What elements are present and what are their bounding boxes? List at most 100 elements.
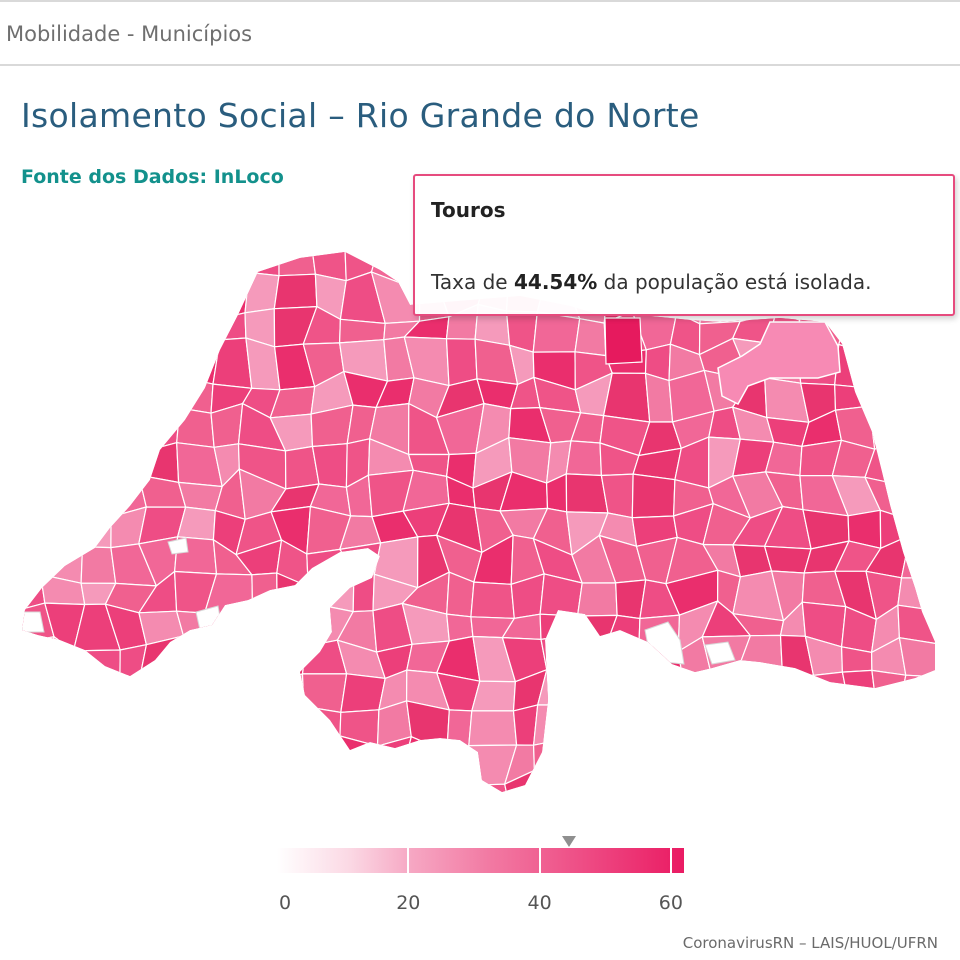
municipality-cell[interactable] bbox=[245, 732, 290, 783]
municipality-cell[interactable] bbox=[834, 773, 884, 810]
municipality-cell[interactable] bbox=[533, 769, 577, 809]
municipality-cell[interactable] bbox=[15, 674, 49, 720]
municipality-cell[interactable] bbox=[568, 702, 614, 739]
municipality-cell[interactable] bbox=[339, 735, 382, 786]
municipality-cell[interactable] bbox=[46, 717, 90, 749]
municipality-cell[interactable] bbox=[85, 680, 121, 720]
municipality-cell[interactable] bbox=[137, 377, 189, 409]
municipality-cell[interactable] bbox=[905, 775, 939, 809]
municipality-cell[interactable] bbox=[610, 702, 648, 744]
municipality-cell[interactable] bbox=[868, 405, 916, 451]
municipality-cell[interactable] bbox=[212, 337, 253, 389]
municipality-cell[interactable] bbox=[37, 468, 90, 517]
municipality-cell[interactable] bbox=[602, 372, 651, 423]
municipality-cell[interactable] bbox=[112, 280, 158, 318]
municipality-cell[interactable] bbox=[46, 305, 77, 356]
municipality-cell[interactable] bbox=[278, 248, 317, 277]
municipality-cell[interactable] bbox=[307, 567, 355, 613]
municipality-cell[interactable] bbox=[539, 613, 579, 641]
breadcrumb[interactable]: Mobilidade - Municípios bbox=[6, 22, 253, 46]
municipality-cell[interactable] bbox=[868, 377, 916, 417]
municipality-cell[interactable] bbox=[768, 718, 808, 751]
municipality-cell[interactable] bbox=[138, 610, 185, 646]
municipality-cell[interactable] bbox=[77, 765, 115, 809]
municipality-cell[interactable] bbox=[645, 742, 685, 768]
municipality-cell[interactable] bbox=[803, 701, 850, 750]
municipality-cell[interactable] bbox=[631, 670, 683, 721]
municipality-cell[interactable] bbox=[471, 680, 517, 712]
municipality-cell[interactable] bbox=[81, 514, 112, 549]
municipality-cell[interactable] bbox=[15, 379, 56, 414]
municipality-cell[interactable] bbox=[105, 447, 158, 476]
municipality-cell[interactable] bbox=[40, 765, 82, 809]
municipality-cell[interactable] bbox=[540, 633, 584, 678]
municipality-cell[interactable] bbox=[272, 765, 323, 809]
municipality-cell[interactable] bbox=[15, 346, 52, 389]
municipality-cell[interactable] bbox=[641, 765, 684, 809]
municipality-cell[interactable] bbox=[112, 248, 148, 290]
municipality-cell[interactable] bbox=[15, 248, 49, 283]
municipality-cell[interactable] bbox=[244, 681, 290, 716]
municipality-cell[interactable] bbox=[705, 733, 752, 775]
municipality-cell[interactable] bbox=[773, 782, 809, 809]
municipality-cell[interactable] bbox=[178, 313, 221, 355]
municipality-cell[interactable] bbox=[15, 635, 55, 678]
municipality-cell[interactable] bbox=[173, 738, 221, 786]
municipality-cell[interactable] bbox=[868, 344, 909, 390]
municipality-cell[interactable] bbox=[273, 273, 318, 310]
municipality-cell[interactable] bbox=[74, 336, 123, 385]
municipality-cell[interactable] bbox=[237, 610, 284, 652]
municipality-cell[interactable] bbox=[902, 511, 939, 546]
municipality-cell[interactable] bbox=[245, 248, 280, 277]
municipality-cell[interactable] bbox=[340, 673, 386, 714]
municipality-cell[interactable] bbox=[178, 278, 213, 322]
municipality-cell[interactable] bbox=[901, 437, 939, 487]
municipality-cell[interactable] bbox=[121, 382, 148, 416]
municipality-cell[interactable] bbox=[834, 384, 871, 411]
municipality-cell[interactable] bbox=[705, 702, 742, 753]
municipality-cell[interactable] bbox=[532, 704, 575, 746]
municipality-cell[interactable] bbox=[602, 641, 644, 677]
municipality-cell[interactable] bbox=[338, 318, 386, 344]
municipality-cell[interactable] bbox=[343, 766, 382, 810]
municipality-cell[interactable] bbox=[39, 352, 85, 389]
municipality-cell[interactable] bbox=[108, 736, 148, 784]
municipality-cell[interactable] bbox=[682, 733, 713, 771]
municipality-cell[interactable] bbox=[572, 674, 616, 706]
municipality-cell[interactable] bbox=[912, 742, 939, 779]
municipality-cell[interactable] bbox=[138, 699, 176, 752]
municipality-cell[interactable] bbox=[272, 732, 323, 777]
municipality-cell[interactable] bbox=[71, 311, 119, 355]
municipality-cell[interactable] bbox=[732, 713, 783, 753]
municipality-cell[interactable] bbox=[138, 739, 183, 786]
municipality-cell[interactable] bbox=[834, 343, 875, 389]
municipality-cell[interactable] bbox=[206, 699, 247, 752]
municipality-cell[interactable] bbox=[470, 581, 515, 620]
municipality-cell[interactable] bbox=[79, 468, 118, 518]
municipality-cell[interactable] bbox=[732, 674, 784, 721]
municipality-cell[interactable] bbox=[171, 684, 220, 702]
municipality-cell[interactable] bbox=[445, 338, 478, 387]
municipality-cell[interactable] bbox=[137, 248, 183, 290]
municipality-cell[interactable] bbox=[674, 766, 713, 809]
municipality-cell[interactable] bbox=[71, 275, 119, 318]
municipality-cell[interactable] bbox=[106, 336, 147, 391]
municipality-cell[interactable] bbox=[604, 317, 643, 365]
municipality-cell[interactable] bbox=[311, 765, 346, 809]
municipality-cell[interactable] bbox=[309, 735, 345, 786]
municipality-cell[interactable] bbox=[212, 780, 253, 809]
municipality-cell[interactable] bbox=[39, 739, 91, 783]
municipality-cell[interactable] bbox=[108, 781, 148, 809]
municipality-cell[interactable] bbox=[177, 481, 223, 512]
municipality-cell[interactable] bbox=[77, 379, 123, 416]
municipality-cell[interactable] bbox=[900, 534, 940, 579]
municipality-cell[interactable] bbox=[610, 669, 645, 705]
municipality-cell[interactable] bbox=[15, 709, 53, 749]
municipality-cell[interactable] bbox=[145, 781, 183, 809]
municipality-cell[interactable] bbox=[866, 740, 916, 779]
municipality-cell[interactable] bbox=[137, 680, 177, 705]
municipality-cell[interactable] bbox=[39, 546, 84, 584]
municipality-cell[interactable] bbox=[577, 632, 616, 678]
municipality-cell[interactable] bbox=[532, 311, 581, 353]
municipality-cell[interactable] bbox=[468, 710, 518, 747]
